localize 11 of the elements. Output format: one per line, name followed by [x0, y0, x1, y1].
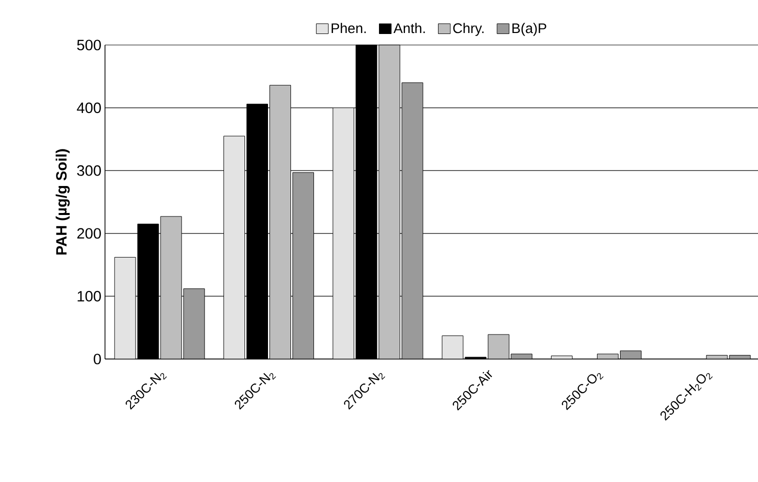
- y-tick-label: 100: [78, 290, 101, 302]
- y-tick-label: 0: [94, 354, 101, 364]
- y-tick-label: 400: [76, 102, 101, 114]
- legend-label: B(a)P: [512, 22, 546, 36]
- y-tick-label: 300: [77, 165, 101, 176]
- y-axis-title: PAH (µg/g Soil): [56, 149, 70, 255]
- legend-label: Phen.: [332, 22, 366, 34]
- legend-label: Chry.: [453, 22, 484, 36]
- y-tick-label: 500: [77, 40, 101, 50]
- legend-label: Anth.: [394, 22, 425, 34]
- y-tick-label: 200: [77, 228, 101, 239]
